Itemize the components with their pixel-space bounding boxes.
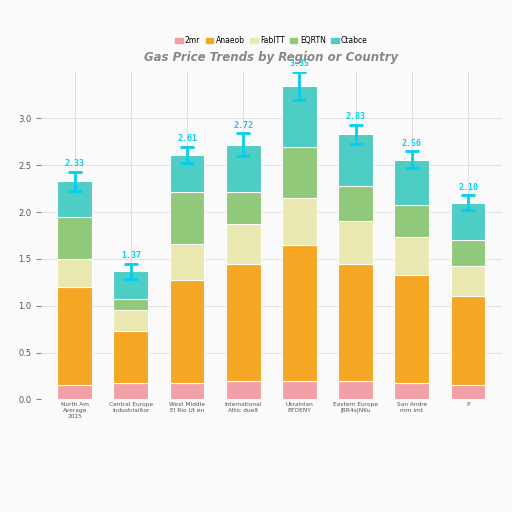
Text: 2.61: 2.61 (177, 134, 197, 143)
Bar (338, 135, 373, 186)
Bar (114, 382, 148, 399)
Bar (394, 275, 429, 382)
Bar (451, 266, 485, 296)
Bar (114, 299, 148, 310)
Bar (282, 245, 317, 380)
Bar (57, 181, 92, 217)
Bar (338, 264, 373, 380)
Bar (451, 296, 485, 386)
Bar (451, 203, 485, 240)
Bar (451, 240, 485, 266)
Bar (169, 382, 204, 399)
Text: 1.37: 1.37 (121, 251, 141, 260)
Bar (226, 380, 261, 399)
Bar (169, 280, 204, 382)
Text: 2.10: 2.10 (458, 182, 478, 191)
Bar (226, 264, 261, 380)
Bar (57, 287, 92, 386)
Bar (282, 380, 317, 399)
Title: Gas Price Trends by Region or Country: Gas Price Trends by Region or Country (144, 51, 398, 63)
Bar (57, 259, 92, 287)
Bar (114, 331, 148, 382)
Bar (338, 380, 373, 399)
Bar (282, 198, 317, 245)
Bar (451, 386, 485, 399)
Bar (114, 271, 148, 299)
Bar (226, 191, 261, 224)
Text: 3.35: 3.35 (289, 59, 309, 68)
Bar (114, 310, 148, 331)
Bar (57, 386, 92, 399)
Text: 2.56: 2.56 (402, 139, 422, 147)
Legend: 2mr, Anaeob, FabITT, EQRTN, Ctabce: 2mr, Anaeob, FabITT, EQRTN, Ctabce (172, 33, 371, 48)
Bar (169, 244, 204, 280)
Bar (394, 382, 429, 399)
Bar (282, 86, 317, 146)
Text: 2.72: 2.72 (233, 121, 253, 130)
Bar (394, 238, 429, 275)
Bar (57, 217, 92, 259)
Bar (169, 193, 204, 244)
Bar (226, 145, 261, 191)
Text: 2.83: 2.83 (346, 112, 366, 121)
Bar (394, 205, 429, 238)
Bar (282, 146, 317, 198)
Bar (338, 186, 373, 222)
Text: 2.33: 2.33 (65, 159, 84, 168)
Bar (169, 155, 204, 193)
Bar (338, 222, 373, 264)
Bar (226, 224, 261, 264)
Bar (394, 160, 429, 205)
